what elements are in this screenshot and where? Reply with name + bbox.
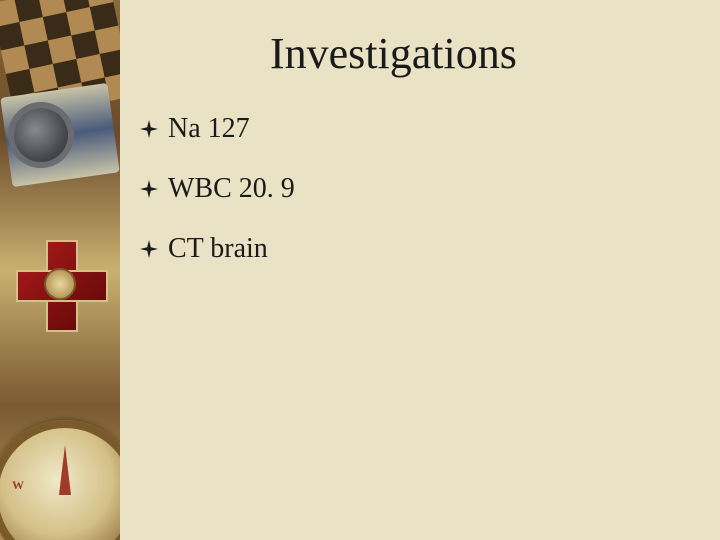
list-item: CT brain bbox=[140, 233, 720, 265]
decorative-sidebar bbox=[0, 0, 120, 540]
rosette-medal-graphic bbox=[14, 108, 68, 162]
list-item-text: Na 127 bbox=[168, 113, 250, 145]
list-item-text: WBC 20. 9 bbox=[168, 173, 295, 205]
bullet-star-icon bbox=[140, 180, 158, 198]
slide-title: Investigations bbox=[270, 28, 720, 79]
cross-medal-center bbox=[44, 268, 76, 300]
cross-medal-graphic bbox=[16, 240, 104, 328]
compass-graphic bbox=[0, 420, 120, 540]
bullet-star-icon bbox=[140, 240, 158, 258]
slide-content: Investigations Na 127 WBC 20. 9 CT brain bbox=[120, 0, 720, 540]
bullet-list: Na 127 WBC 20. 9 CT brain bbox=[140, 113, 720, 265]
list-item-text: CT brain bbox=[168, 233, 268, 265]
list-item: Na 127 bbox=[140, 113, 720, 145]
bullet-star-icon bbox=[140, 120, 158, 138]
list-item: WBC 20. 9 bbox=[140, 173, 720, 205]
compass-needle bbox=[59, 445, 71, 495]
